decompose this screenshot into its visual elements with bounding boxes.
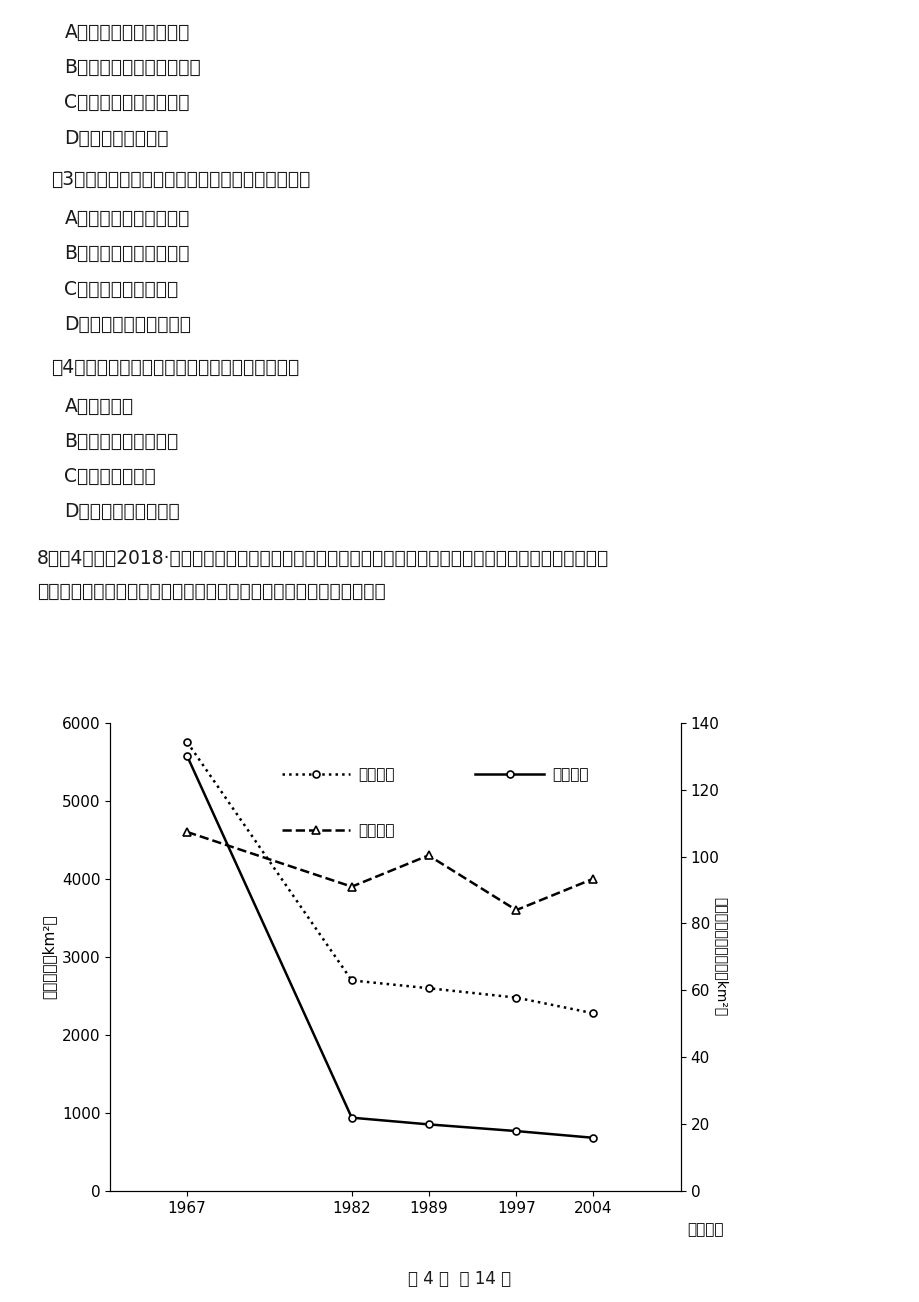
Text: B．土壤疏松，降水变率大: B．土壤疏松，降水变率大 (64, 59, 201, 77)
Text: 第 4 页  共 14 页: 第 4 页 共 14 页 (408, 1269, 511, 1288)
Text: （4）黄土高原小流域综合治理的重点是（　　）: （4）黄土高原小流域综合治理的重点是（ ） (51, 358, 299, 376)
Y-axis label: 沼泽湿地（km²）: 沼泽湿地（km²） (41, 915, 56, 999)
Text: C．开矿修路等工程建设: C．开矿修路等工程建设 (64, 94, 189, 112)
Text: C．控制开矿规模: C．控制开矿规模 (64, 467, 156, 486)
Text: D．解决生活能源问题: D．解决生活能源问题 (64, 503, 180, 521)
Text: 湖泊湿地: 湖泊湿地 (552, 767, 588, 781)
Text: （年份）: （年份） (687, 1221, 723, 1237)
Text: A．毁林开荒，过度坦殖: A．毁林开荒，过度坦殖 (64, 210, 189, 228)
Text: C．黄土疏松，多暴雨: C．黄土疏松，多暴雨 (64, 280, 178, 298)
Text: A．长期以来的毁林开荒: A．长期以来的毁林开荒 (64, 23, 189, 42)
Text: （3）引起黄土高原水土流失的自然原因是（　　）: （3）引起黄土高原水土流失的自然原因是（ ） (51, 171, 310, 189)
Text: 河流湿地: 河流湿地 (358, 823, 394, 838)
Text: B．开据煎矿，毁坏森林: B．开据煎矿，毁坏森林 (64, 245, 189, 263)
Text: A．保持水土: A．保持水土 (64, 397, 133, 415)
Text: 8．（4分）（2018·宁波模拟）若尔盖湿地地处青藏高原东缘，是我国面积最大、分布集中的泥炭沼泽区。下: 8．（4分）（2018·宁波模拟）若尔盖湿地地处青藏高原东缘，是我国面积最大、分… (37, 549, 608, 568)
Text: 沼泽湿地: 沼泽湿地 (358, 767, 394, 781)
Text: D．经济落后，伐林为激: D．经济落后，伐林为激 (64, 315, 191, 333)
Y-axis label: 河流湿地与湖泊湿地（km²）: 河流湿地与湖泊湿地（km²） (713, 897, 727, 1017)
Text: 图为若尔盖湿地各类湿地面积变化趋势图。下列描述正确的是（　　）: 图为若尔盖湿地各类湿地面积变化趋势图。下列描述正确的是（ ） (37, 582, 385, 600)
Text: B．安排合理耕作制度: B．安排合理耕作制度 (64, 432, 178, 450)
Text: D．干旱和大风现象: D．干旱和大风现象 (64, 129, 169, 147)
